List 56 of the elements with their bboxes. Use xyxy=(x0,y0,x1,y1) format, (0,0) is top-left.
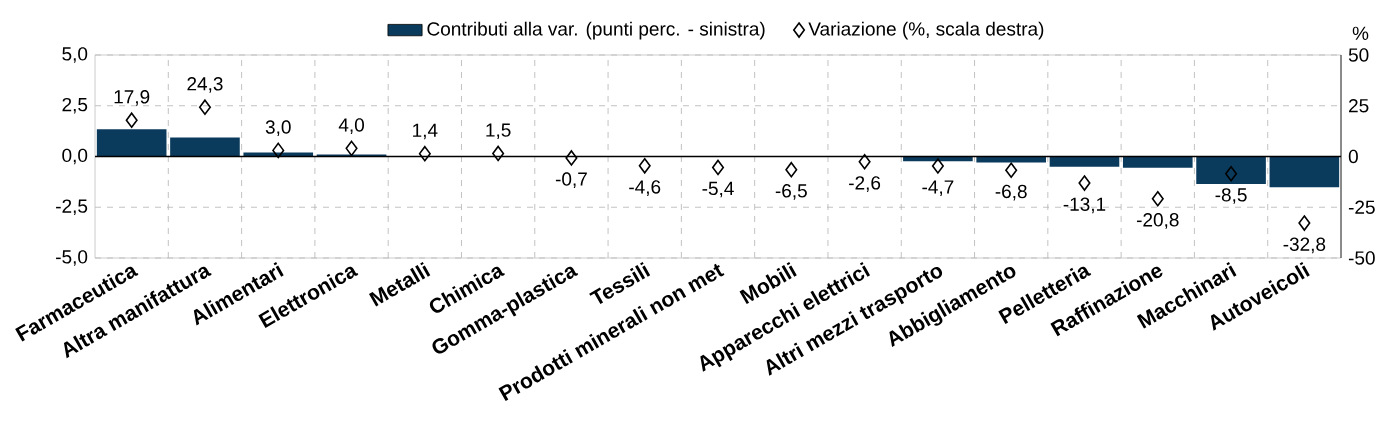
point xyxy=(565,150,578,166)
y2-tick-label: -50 xyxy=(1348,251,1375,265)
point xyxy=(272,142,285,159)
point xyxy=(1005,162,1018,179)
data-label: 3,0 xyxy=(265,120,291,137)
data-label: -4,7 xyxy=(922,180,954,196)
y-tick-label: 5,0 xyxy=(62,47,88,63)
bar xyxy=(1049,156,1120,167)
data-label: 4,0 xyxy=(338,118,365,134)
point xyxy=(418,145,431,162)
data-label: -8,5 xyxy=(1215,188,1247,204)
data-label: 17,9 xyxy=(114,90,150,106)
point xyxy=(492,145,505,162)
data-label: -32,8 xyxy=(1283,237,1326,254)
data-label: -5,4 xyxy=(702,181,734,198)
point xyxy=(711,159,725,176)
point xyxy=(1151,190,1164,207)
point xyxy=(345,140,358,157)
y-tick-label: 0,0 xyxy=(62,148,88,165)
y-tick-label: -5,0 xyxy=(56,250,88,266)
data-label: -13,1 xyxy=(1063,197,1106,214)
bar xyxy=(316,154,387,157)
data-label: -20,8 xyxy=(1136,213,1179,229)
data-label: -0,7 xyxy=(555,172,587,189)
point xyxy=(785,161,798,178)
data-label: 1,5 xyxy=(486,123,511,140)
bar xyxy=(1196,156,1266,184)
bar xyxy=(1122,156,1193,168)
y2-axis-title: % xyxy=(1352,26,1369,40)
point xyxy=(125,112,138,128)
bar xyxy=(96,129,167,157)
legend-label: Contributi alla var. (punti perc. - sinistra) xyxy=(427,21,765,40)
data-label: -2,6 xyxy=(849,176,881,192)
y-tick-label: -2,5 xyxy=(56,199,88,216)
y-tick-label: 2,5 xyxy=(62,97,88,114)
bar xyxy=(243,152,314,157)
data-label: 24,3 xyxy=(187,77,223,93)
y2-tick-label: 50 xyxy=(1348,48,1369,62)
point xyxy=(1298,215,1311,231)
y2-tick-label: 0 xyxy=(1348,149,1358,164)
y2-tick-label: 25 xyxy=(1349,99,1369,113)
point xyxy=(638,158,651,174)
y2-tick-label: -25 xyxy=(1348,200,1375,214)
point xyxy=(1225,165,1238,182)
bar xyxy=(170,137,240,157)
bar xyxy=(976,156,1046,163)
point xyxy=(858,153,871,170)
legend-label: Variazione (%, scala destra) xyxy=(808,21,1044,40)
point xyxy=(931,158,944,174)
bar xyxy=(1269,156,1340,188)
data-label: -6,8 xyxy=(995,184,1027,201)
point xyxy=(198,99,212,115)
data-label: 1,4 xyxy=(413,123,438,140)
data-label: -4,6 xyxy=(629,180,661,196)
point xyxy=(1078,175,1091,191)
data-label: -6,5 xyxy=(775,184,807,200)
